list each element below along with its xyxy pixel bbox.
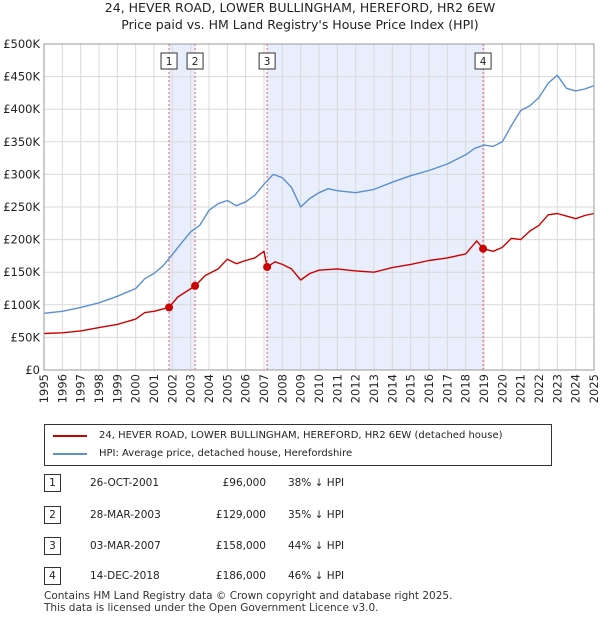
y-tick-label: £250K: [3, 200, 40, 214]
transaction-number: 2: [44, 506, 61, 524]
y-tick-label: £200K: [3, 233, 40, 247]
transaction-point: [191, 281, 200, 290]
transaction-badge-box: [186, 52, 204, 70]
chart-title-line1: 24, HEVER ROAD, LOWER BULLINGHAM, HEREFO…: [105, 0, 495, 15]
transaction-hpi-diff: 44% ↓ HPI: [288, 540, 345, 552]
x-tick-label: 2005: [220, 374, 234, 403]
transaction-hpi-diff: 35% ↓ HPI: [288, 509, 345, 521]
legend-label-hpi: HPI: Average price, detached house, Here…: [99, 448, 353, 459]
transaction-badge-box: [160, 52, 178, 70]
x-tick-label: 1997: [74, 374, 88, 403]
legend: 24, HEVER ROAD, LOWER BULLINGHAM, HEREFO…: [44, 424, 552, 466]
transaction-hpi-diff: 38% ↓ HPI: [288, 477, 345, 489]
x-tick-label: 2010: [312, 374, 326, 403]
y-tick-label: £450K: [3, 70, 40, 84]
legend-swatch-property: [53, 435, 87, 437]
x-tick-label: 2022: [532, 374, 546, 403]
y-tick-label: £100K: [3, 298, 40, 312]
x-tick-label: 1995: [37, 374, 51, 403]
transaction-number: 3: [44, 537, 61, 555]
transaction-point: [165, 303, 174, 312]
transaction-badge-label: 1: [166, 56, 173, 68]
legend-label-property: 24, HEVER ROAD, LOWER BULLINGHAM, HEREFO…: [99, 430, 503, 441]
x-tick-label: 2009: [294, 374, 308, 403]
plot-frame: [43, 43, 595, 371]
transaction-badge: 3: [258, 52, 276, 70]
x-tick-label: 2000: [129, 374, 143, 403]
x-tick-label: 2017: [440, 374, 454, 403]
x-tick-label: 1998: [92, 374, 106, 403]
transaction-badge: 1: [160, 52, 178, 70]
x-tick-label: 2013: [367, 374, 381, 403]
transaction-price: £158,000: [215, 540, 266, 552]
x-tick-label: 2008: [275, 374, 289, 403]
property-series-line: [43, 212, 595, 335]
x-tick-label: 2025: [587, 374, 600, 403]
transaction-number: 1: [44, 474, 61, 492]
y-tick-label: £150K: [3, 265, 40, 279]
transaction-price: £96,000: [222, 477, 266, 489]
transaction-hpi-diff: 46% ↓ HPI: [288, 570, 345, 582]
x-tick-label: 2012: [349, 374, 363, 403]
x-tick-label: 2018: [459, 374, 473, 403]
transaction-badge-box: [258, 52, 276, 70]
transaction-point: [479, 244, 488, 253]
transaction-date: 03-MAR-2007: [90, 540, 161, 552]
transaction-badge-label: 3: [264, 56, 271, 68]
transaction-price: £129,000: [215, 509, 266, 521]
x-tick-label: 2016: [422, 374, 436, 403]
x-tick-label: 1996: [55, 374, 69, 403]
transaction-badge: 2: [186, 52, 204, 70]
transaction-number: 4: [44, 567, 61, 585]
transaction-badge: 4: [474, 52, 492, 70]
y-tick-label: £350K: [3, 135, 40, 149]
x-tick-label: 2014: [385, 374, 399, 403]
y-tick-label: £300K: [3, 167, 40, 181]
footer-copyright: Contains HM Land Registry data © Crown c…: [44, 590, 453, 602]
transaction-date: 28-MAR-2003: [90, 509, 161, 521]
transaction-date: 14-DEC-2018: [90, 570, 160, 582]
transaction-date: 26-OCT-2001: [90, 477, 159, 489]
x-tick-label: 2023: [550, 374, 564, 403]
transaction-badge-box: [474, 52, 492, 70]
x-tick-label: 2006: [239, 374, 253, 403]
x-tick-label: 2003: [184, 374, 198, 403]
footer-license: This data is licensed under the Open Gov…: [44, 602, 379, 614]
hpi-series-line: [43, 74, 595, 314]
y-tick-label: £0: [25, 363, 40, 377]
x-tick-label: 2004: [202, 374, 216, 403]
legend-swatch-hpi: [53, 453, 87, 455]
x-tick-label: 2019: [477, 374, 491, 403]
x-tick-label: 2002: [165, 374, 179, 403]
x-tick-label: 2020: [495, 374, 509, 403]
transaction-price: £186,000: [215, 570, 266, 582]
chart-title-line2: Price paid vs. HM Land Registry's House …: [121, 17, 478, 32]
x-tick-label: 2015: [404, 374, 418, 403]
x-tick-label: 2024: [569, 374, 583, 403]
y-tick-label: £500K: [3, 37, 40, 51]
transaction-badge-label: 4: [480, 56, 487, 68]
x-tick-label: 2021: [514, 374, 528, 403]
y-tick-label: £50K: [11, 330, 41, 344]
transaction-badge-label: 2: [192, 56, 199, 68]
x-tick-label: 2011: [330, 374, 344, 403]
price-chart: 24, HEVER ROAD, LOWER BULLINGHAM, HEREFO…: [3, 0, 600, 403]
x-tick-label: 1999: [110, 374, 124, 403]
y-tick-label: £400K: [3, 102, 40, 116]
x-tick-label: 2001: [147, 374, 161, 403]
transaction-point: [263, 262, 272, 271]
x-tick-label: 2007: [257, 374, 271, 403]
